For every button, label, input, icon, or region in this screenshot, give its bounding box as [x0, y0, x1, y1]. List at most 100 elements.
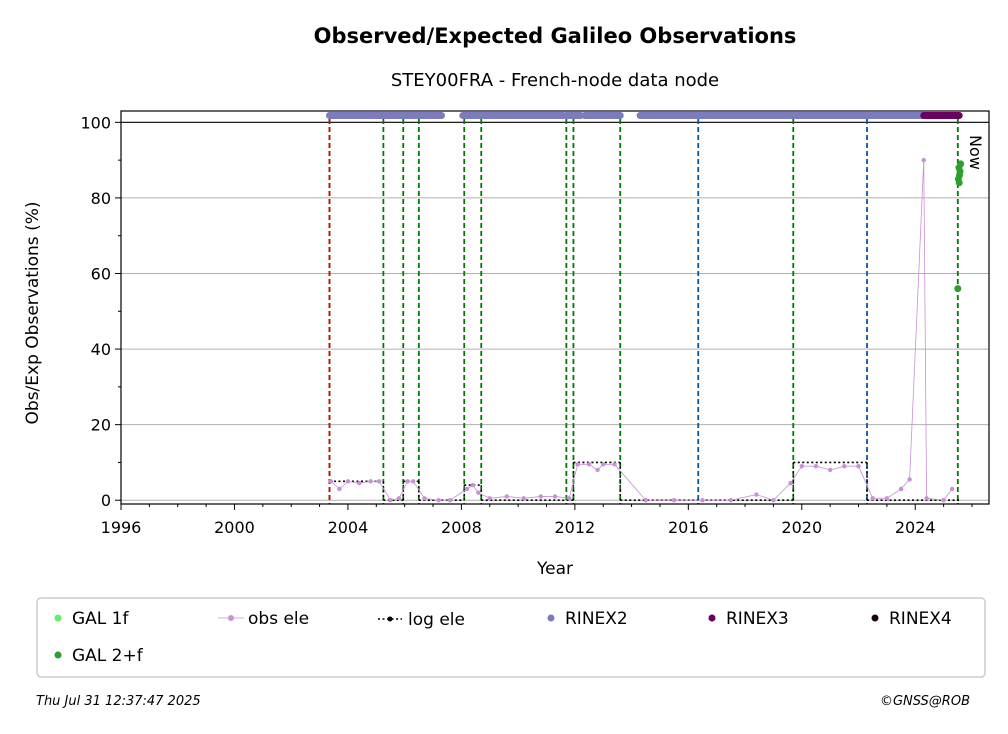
legend-marker [871, 614, 879, 622]
obs-ele-point [464, 486, 470, 492]
obs-ele-point [552, 494, 558, 499]
obs-ele-point [487, 496, 492, 501]
obs-ele-point [368, 479, 373, 484]
x-axis-label: Year [536, 559, 573, 579]
obs-ele-point [337, 486, 342, 492]
legend-label: GAL 1f [72, 609, 129, 629]
legend-item: RINEX4 [871, 609, 952, 629]
legend-marker [387, 616, 393, 622]
gal-2f-point [956, 167, 964, 175]
obs-ele-point [436, 498, 441, 503]
obs-ele-point [799, 464, 804, 469]
y-tick-label: 100 [80, 113, 111, 132]
x-tick-label: 1996 [101, 518, 142, 537]
footer-copyright: ©GNSS@ROB [879, 694, 970, 709]
x-tick-label: 2000 [214, 518, 255, 537]
obs-ele-point [504, 494, 509, 499]
legend-label: RINEX3 [726, 609, 789, 629]
chart-subtitle: STEY00FRA - French-node data node [391, 70, 719, 91]
legend-item: log ele [378, 610, 465, 630]
obs-ele-point [328, 479, 334, 484]
obs-ele-point [771, 498, 776, 503]
obs-ele-point [447, 498, 453, 503]
legend-label: log ele [408, 610, 465, 630]
obs-ele-point [700, 498, 705, 503]
gal-2f-point [954, 285, 962, 293]
obs-ele-point [827, 467, 833, 473]
obs-ele-point [345, 479, 351, 484]
obs-ele-point [870, 496, 875, 501]
obs-ele-point [907, 477, 912, 482]
obs-ele-point [357, 481, 362, 486]
x-tick-label: 2008 [441, 518, 482, 537]
obs-ele-point [941, 498, 946, 503]
ticks: 0 20 40 60 80 100 1996 2000 2004 2008 2012 2016 2020… [80, 113, 973, 537]
obs-ele-point [856, 464, 861, 469]
obs-ele-point [405, 479, 410, 484]
x-tick-label: 2024 [895, 518, 936, 537]
legend-marker [547, 614, 555, 622]
y-tick-label: 40 [91, 340, 111, 359]
obs-ele-point [813, 464, 819, 469]
grid [121, 121, 989, 501]
obs-ele-point [376, 479, 382, 484]
obs-ele-point [396, 496, 402, 501]
obs-ele-point [728, 498, 734, 503]
footer-timestamp: Thu Jul 31 12:37:47 2025 [36, 694, 201, 709]
x-tick-label: 2012 [554, 518, 595, 537]
gal-2f-point [955, 179, 963, 187]
plot-frame [120, 110, 990, 505]
obs-ele-point [754, 492, 759, 497]
obs-ele-point [949, 486, 955, 492]
obs-ele-point [924, 496, 929, 501]
legend-marker [228, 615, 234, 621]
obs-ele-point [575, 462, 580, 467]
legend-frame [36, 597, 986, 678]
legend-item: GAL 2+f [54, 646, 144, 666]
y-tick-label: 60 [91, 264, 111, 283]
legend: GAL 1f obs ele log ele RINEX2 RINEX3 RINEX4 GA… [36, 597, 986, 678]
gal-2f-point [957, 160, 965, 168]
legend-label: RINEX4 [889, 609, 952, 629]
y-tick-label: 20 [91, 416, 111, 435]
obs-ele-point [842, 464, 847, 469]
obs-ele-point [538, 494, 544, 499]
obs-ele-point [422, 496, 427, 501]
obs-ele-point [671, 498, 677, 503]
legend-label: RINEX2 [565, 609, 628, 629]
obs-ele-point [898, 486, 904, 492]
legend-item: RINEX2 [547, 609, 628, 629]
legend-marker [54, 651, 62, 659]
y-tick-label: 80 [91, 189, 111, 208]
legend-label: obs ele [248, 609, 309, 629]
obs-ele-point [601, 462, 606, 467]
obs-ele-point [921, 157, 926, 163]
obs-ele-point [521, 496, 526, 501]
x-tick-label: 2016 [668, 518, 709, 537]
x-tick-label: 2004 [328, 518, 369, 537]
legend-item: GAL 1f [54, 609, 129, 629]
legend-marker [54, 614, 62, 622]
obs-ele-point [410, 479, 416, 484]
legend-label: GAL 2+f [72, 646, 144, 666]
obs-ele-point [595, 467, 600, 473]
now-label: Now [966, 135, 985, 170]
event-lines [328, 119, 959, 504]
obs-ele-point [643, 498, 648, 503]
obs-ele-point [470, 482, 475, 488]
obs-ele-point [566, 496, 572, 501]
legend-marker [708, 614, 716, 622]
obs-ele-point [788, 481, 793, 486]
obs-ele-point [476, 490, 481, 495]
y-axis-label: Obs/Exp Observations (%) [23, 202, 43, 425]
obs-ele-line [330, 160, 953, 501]
obs-ele-point [884, 496, 890, 501]
y-tick-label: 0 [101, 491, 111, 510]
obs-ele-point [586, 462, 592, 467]
obs-ele-point [612, 462, 617, 467]
legend-item: obs ele [218, 609, 309, 629]
obs-ele-point [388, 498, 393, 503]
data-series [325, 112, 965, 503]
chart-title: Observed/Expected Galileo Observations [314, 24, 797, 48]
